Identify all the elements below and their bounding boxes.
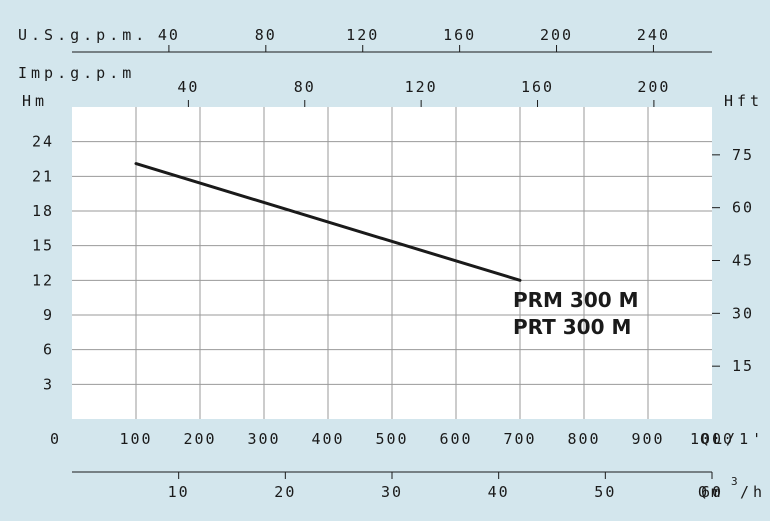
axis-lines <box>72 51 712 473</box>
usgpm-tick-label: 40 <box>158 26 180 44</box>
x-tick-label: 500 <box>375 430 408 448</box>
m3h-tick-label: 30 <box>381 483 403 501</box>
m3h-tick-label: 50 <box>594 483 616 501</box>
model-label-prm: PRM 300 M <box>513 288 639 312</box>
impgpm-tick-label: 120 <box>405 78 438 96</box>
usgpm-tick-label: 200 <box>540 26 573 44</box>
x-tick-label: 700 <box>503 430 536 448</box>
x-tick-label: 600 <box>439 430 472 448</box>
m3h-tick-label: 60 <box>701 483 723 501</box>
m3h-tick-label: 10 <box>168 483 190 501</box>
x-tick-label: 800 <box>567 430 600 448</box>
tick-marks <box>168 45 720 479</box>
right-tick-label: 45 <box>732 252 754 270</box>
x-tick-label: 300 <box>247 430 280 448</box>
y-tick-label: 24 <box>32 133 54 151</box>
usgpm-tick-label: 160 <box>443 26 476 44</box>
right-tick-label: 30 <box>732 304 754 322</box>
y-tick-label: 18 <box>32 202 54 220</box>
y-tick-label: 9 <box>43 306 54 324</box>
y-tick-label: 6 <box>43 341 54 359</box>
origin-label: 0 <box>50 430 61 448</box>
x-tick-label: 400 <box>311 430 344 448</box>
qm-axis-label-base: Qm <box>698 483 724 501</box>
m3h-tick-label: 40 <box>488 483 510 501</box>
y-tick-label: 15 <box>32 237 54 255</box>
hft-axis-label: Hft <box>724 92 763 110</box>
impgpm-axis-label: Imp.g.p.m <box>18 64 135 82</box>
qm-axis-label-tail: /h <box>740 483 766 501</box>
grid-lines <box>72 107 712 419</box>
y-tick-label: 21 <box>32 167 54 185</box>
impgpm-tick-label: 80 <box>294 78 316 96</box>
series-line-0 <box>134 162 522 282</box>
x-tick-label: 900 <box>631 430 664 448</box>
m3h-tick-label: 20 <box>274 483 296 501</box>
usgpm-axis-label: U.S.g.p.m. <box>18 26 148 44</box>
y-tick-label: 12 <box>32 271 54 289</box>
x-tick-label: 200 <box>183 430 216 448</box>
qm-axis-label: Qm 3 /h <box>698 475 766 501</box>
ql-axis-label: QL/1' <box>700 430 765 448</box>
tick-labels: 100 200 300 400 500 600 700 800 900 1000369121518… <box>32 26 754 501</box>
right-tick-label: 75 <box>732 146 754 164</box>
x-tick-label: 100 <box>119 430 152 448</box>
model-label-prt: PRT 300 M <box>513 315 631 339</box>
y-tick-label: 3 <box>43 375 54 393</box>
usgpm-tick-label: 240 <box>637 26 670 44</box>
hm-axis-label: Hm <box>22 92 48 110</box>
qm-axis-label-superscript: 3 <box>731 475 740 488</box>
impgpm-tick-label: 200 <box>637 78 670 96</box>
series-layer <box>134 162 522 282</box>
usgpm-tick-label: 120 <box>346 26 379 44</box>
impgpm-tick-label: 160 <box>521 78 554 96</box>
impgpm-tick-label: 40 <box>177 78 199 96</box>
usgpm-tick-label: 80 <box>255 26 277 44</box>
right-tick-label: 15 <box>732 357 754 375</box>
x-tick-label: 1000 <box>690 430 734 448</box>
right-tick-label: 60 <box>732 199 754 217</box>
